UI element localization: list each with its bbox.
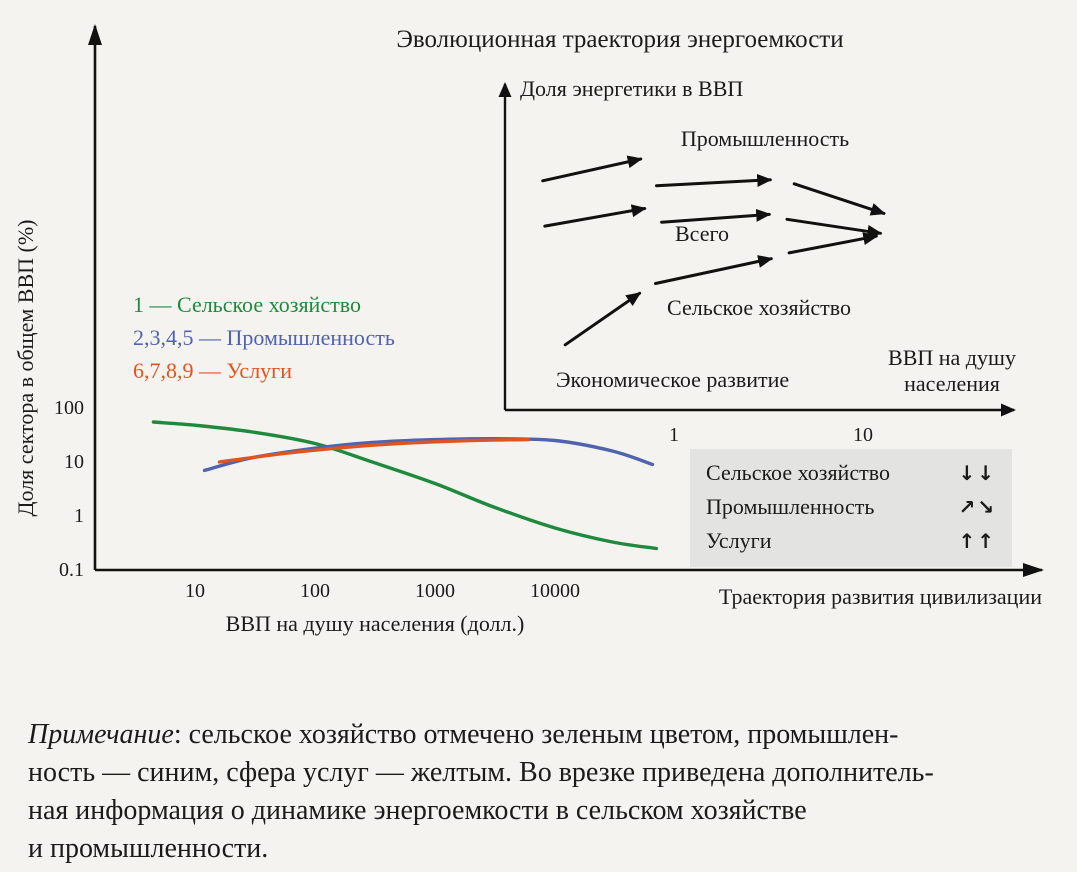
- trajectory-arrow-total: [543, 204, 647, 228]
- trajectory-arrow-total: [785, 217, 883, 238]
- legend-item-industry: 2,3,4,5 — Промышленность: [133, 325, 395, 350]
- inset-x-axis-label-right-line2: населения: [904, 371, 1000, 396]
- trajectory-arrow-agriculture: [787, 232, 879, 255]
- x-axis-annotation: Траектория развития цивилизации: [718, 584, 1042, 609]
- trajectory-arrow-industry: [541, 155, 643, 183]
- summary-row-services: Услуги ↑↑: [706, 524, 996, 558]
- inset-x-axis-label-right-line1: ВВП на душу: [888, 345, 1016, 370]
- legend: 1 — Сельское хозяйство 2,3,4,5 — Промышл…: [133, 288, 395, 387]
- trajectory-arrow-agriculture: [654, 255, 774, 285]
- y-tick-10: 10: [64, 451, 84, 473]
- note-line1: : сельское хозяйство отмечено зеленым цв…: [173, 719, 899, 750]
- figure-note: Примечание: сельское хозяйство отмечено …: [28, 716, 1054, 868]
- trajectory-arrow-industry: [655, 173, 773, 188]
- y-tick-100: 100: [54, 397, 84, 419]
- main-curves: [151, 420, 659, 551]
- curve-services: [217, 437, 531, 464]
- note-line4: и промышленности.: [28, 833, 269, 864]
- inset-label-industry: Промышленность: [680, 126, 850, 151]
- inset-x-axis-label-left: Экономическое развитие: [556, 367, 790, 392]
- note-line2: ность — синим, сфера услуг — желтым. Во …: [28, 757, 934, 788]
- inset-label-total: Всего: [675, 221, 729, 246]
- y-tick-0-1: 0.1: [59, 559, 84, 581]
- inset-x-axis-label-right: ВВП на душу населения: [876, 345, 1028, 397]
- inset-label-agriculture: Сельское хозяйство: [667, 295, 851, 320]
- inset-axes: [498, 82, 1016, 417]
- x-tick-10000: 10000: [530, 580, 580, 602]
- up-up-arrows-icon: ↑↑: [958, 529, 996, 553]
- y-tick-1: 1: [74, 505, 84, 527]
- down-down-arrows-icon: ↓↓: [958, 461, 996, 485]
- legend-item-services: 6,7,8,9 — Услуги: [133, 358, 292, 383]
- up-then-down-arrows-icon: ↗↘: [958, 495, 996, 519]
- summary-label-agriculture: Сельское хозяйство: [706, 460, 890, 485]
- note-line3: ная информация о динамике энергоемкости …: [28, 795, 807, 826]
- inset-x-tick-10: 10: [853, 424, 873, 446]
- note-label: Примечание: [28, 719, 174, 750]
- summary-row-industry: Промышленность ↗↘: [706, 490, 996, 524]
- summary-row-agriculture: Сельское хозяйство ↓↓: [706, 456, 996, 490]
- main-axes: [88, 24, 1044, 577]
- inset-trajectory-arrows: [541, 155, 886, 347]
- curve-agriculture: [151, 420, 659, 551]
- inset-x-tick-1: 1: [669, 424, 679, 446]
- chart-title: Эволюционная траектория энергоемкости: [396, 26, 844, 53]
- x-tick-100: 100: [300, 580, 330, 602]
- x-tick-10: 10: [185, 580, 205, 602]
- summary-label-services: Услуги: [706, 528, 772, 553]
- x-axis-label: ВВП на душу населения (долл.): [225, 611, 525, 636]
- summary-box: Сельское хозяйство ↓↓ Промышленность ↗↘ …: [690, 449, 1012, 567]
- summary-label-industry: Промышленность: [706, 494, 875, 519]
- inset-y-axis-label: Доля энергетики в ВВП: [520, 76, 744, 101]
- trajectory-arrow-agriculture: [563, 291, 642, 347]
- legend-item-agriculture: 1 — Сельское хозяйство: [133, 292, 361, 317]
- trajectory-arrow-industry: [792, 182, 886, 216]
- chart-canvas: [88, 24, 1044, 577]
- x-tick-1000: 1000: [415, 580, 455, 602]
- trajectory-arrow-total: [660, 208, 772, 224]
